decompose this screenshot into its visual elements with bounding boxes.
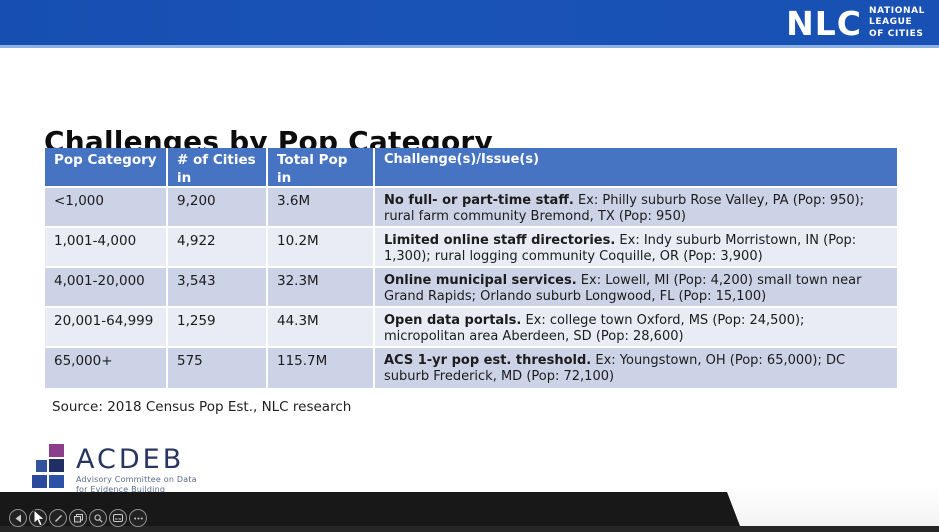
slideshow-toolbar: [9, 509, 147, 527]
more-options-button[interactable]: [129, 509, 147, 527]
nlc-logo-text: NLC: [786, 3, 863, 43]
captions-button[interactable]: [109, 509, 127, 527]
pen-icon: [54, 514, 63, 523]
acdeb-logo-text: ACDEB: [76, 444, 185, 475]
acdeb-logo-subtitle: Advisory Committee on Data for Evidence …: [76, 475, 197, 495]
column-header-challenges: Challenge(s)/Issue(s): [375, 148, 897, 186]
challenge-lead: No full- or part-time staff.: [384, 193, 574, 208]
slides-grid-icon: [73, 513, 83, 523]
cell-challenge: No full- or part-time staff. Ex: Philly …: [375, 188, 897, 226]
table-header-row: Pop Category # of Cities in Category Tot…: [45, 148, 897, 188]
challenge-lead: ACS 1-yr pop est. threshold.: [384, 353, 592, 368]
challenge-lead: Limited online staff directories.: [384, 233, 616, 248]
captions-icon: [113, 514, 123, 522]
zoom-button[interactable]: [89, 509, 107, 527]
cell-pop-category: <1,000: [45, 188, 168, 226]
table-row: 20,001-64,999 1,259 44.3M Open data port…: [45, 308, 897, 348]
cell-total-pop: 3.6M: [268, 188, 375, 226]
cell-total-pop: 115.7M: [268, 348, 375, 388]
pen-button[interactable]: [49, 509, 67, 527]
accent-divider-line: [0, 45, 939, 48]
ellipsis-icon: [133, 517, 143, 520]
cell-challenge: Online municipal services. Ex: Lowell, M…: [375, 268, 897, 306]
source-note: Source: 2018 Census Pop Est., NLC resear…: [52, 399, 352, 415]
challenge-detail: Ex: Lowell, MI (Pop: 4,200) small town n…: [384, 273, 862, 305]
magnifier-icon: [93, 513, 103, 523]
previous-icon: [14, 514, 22, 523]
pop-category-table: Pop Category # of Cities in Category Tot…: [45, 148, 897, 388]
challenge-detail: Ex: Philly suburb Rose Valley, PA (Pop: …: [384, 193, 865, 225]
table-row: 65,000+ 575 115.7M ACS 1-yr pop est. thr…: [45, 348, 897, 388]
cell-num-cities: 3,543: [168, 268, 268, 306]
cell-num-cities: 575: [168, 348, 268, 388]
acdeb-logo: ACDEB Advisory Committee on Data for Evi…: [30, 444, 197, 496]
cell-pop-category: 20,001-64,999: [45, 308, 168, 346]
column-header-pop-category: Pop Category: [45, 148, 168, 186]
challenge-detail: Ex: Youngstown, OH (Pop: 65,000); DC sub…: [384, 353, 846, 385]
cell-num-cities: 4,922: [168, 228, 268, 266]
cell-num-cities: 1,259: [168, 308, 268, 346]
nlc-logo-subtext: NATIONAL LEAGUE OF CITIES: [869, 6, 925, 39]
bottom-bar: [0, 526, 939, 532]
mouse-cursor: [33, 508, 46, 531]
cell-pop-category: 1,001-4,000: [45, 228, 168, 266]
top-brand-bar: NLC NATIONAL LEAGUE OF CITIES: [0, 0, 939, 45]
cell-pop-category: 65,000+: [45, 348, 168, 388]
cell-total-pop: 10.2M: [268, 228, 375, 266]
acdeb-logo-mark: [30, 444, 68, 490]
cell-total-pop: 44.3M: [268, 308, 375, 346]
previous-slide-button[interactable]: [9, 509, 27, 527]
slide-corner-background: [720, 487, 939, 526]
column-header-num-cities: # of Cities in Category: [168, 148, 268, 186]
challenge-lead: Online municipal services.: [384, 273, 577, 288]
table-row: <1,000 9,200 3.6M No full- or part-time …: [45, 188, 897, 228]
table-row: 4,001-20,000 3,543 32.3M Online municipa…: [45, 268, 897, 308]
challenge-detail: Ex: college town Oxford, MS (Pop: 24,500…: [384, 313, 805, 345]
cell-challenge: ACS 1-yr pop est. threshold. Ex: Youngst…: [375, 348, 897, 388]
column-header-total-pop: Total Pop in Category: [268, 148, 375, 186]
challenge-lead: Open data portals.: [384, 313, 522, 328]
cell-total-pop: 32.3M: [268, 268, 375, 306]
challenge-detail: Ex: Indy suburb Morristown, IN (Pop: 1,3…: [384, 233, 857, 265]
cell-challenge: Open data portals. Ex: college town Oxfo…: [375, 308, 897, 346]
table-row: 1,001-4,000 4,922 10.2M Limited online s…: [45, 228, 897, 268]
cell-num-cities: 9,200: [168, 188, 268, 226]
nlc-logo: NLC NATIONAL LEAGUE OF CITIES: [786, 3, 925, 43]
cell-challenge: Limited online staff directories. Ex: In…: [375, 228, 897, 266]
see-all-slides-button[interactable]: [69, 509, 87, 527]
cell-pop-category: 4,001-20,000: [45, 268, 168, 306]
